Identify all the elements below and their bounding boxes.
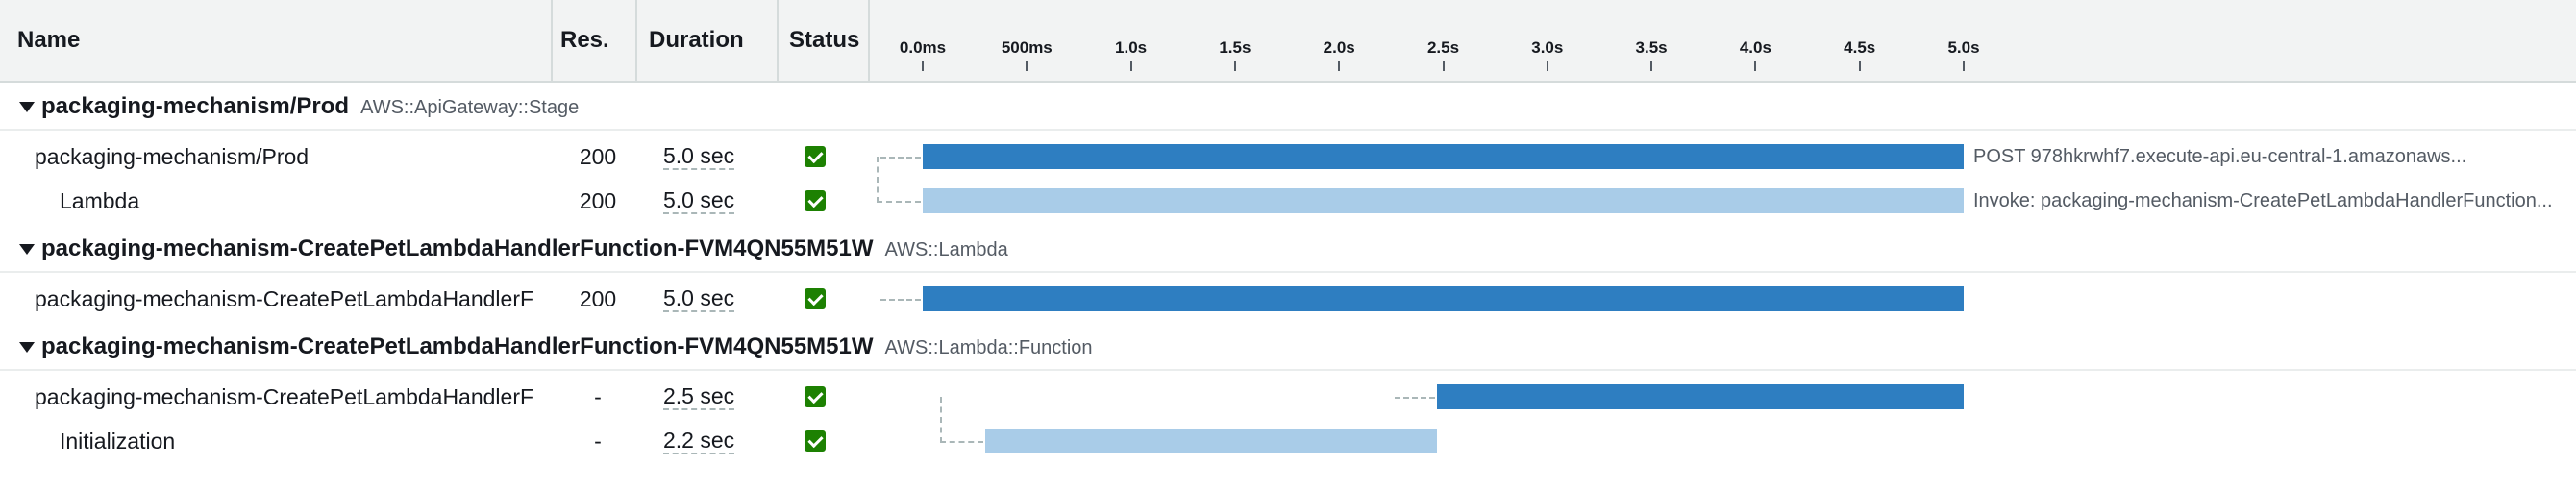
group-resource-type: AWS::Lambda::Function xyxy=(884,337,1093,358)
group-title: packaging-mechanism-CreatePetLambdaHandl… xyxy=(41,235,1008,262)
segment-response-code: 200 xyxy=(579,187,617,213)
timeline-tick-mark xyxy=(1026,61,1028,71)
timeline-tick-label: 4.0s xyxy=(1739,38,1771,57)
segment-row[interactable]: packaging-mechanism-CreatePetLambdaHandl… xyxy=(0,375,2576,419)
timeline-tick-mark xyxy=(1442,61,1445,71)
check-box-icon xyxy=(805,288,826,309)
segment-connector xyxy=(877,157,921,203)
timeline-tick-mark xyxy=(1129,61,1132,71)
column-divider[interactable] xyxy=(868,0,870,81)
segment-bar-label: POST 978hkrwhf7.execute-api.eu-central-1… xyxy=(1973,145,2467,167)
segment-row[interactable]: packaging-mechanism/Prod 200 5.0 sec POST 9… xyxy=(0,135,2576,179)
timeline-tick-label: 3.5s xyxy=(1635,38,1668,57)
group-name: packaging-mechanism-CreatePetLambdaHandl… xyxy=(41,333,874,359)
segment-timeline-bar[interactable] xyxy=(984,429,1437,453)
trace-group-header[interactable]: packaging-mechanism-CreatePetLambdaHandl… xyxy=(0,325,2576,371)
segment-connector xyxy=(1395,397,1435,399)
segment-response-code: 200 xyxy=(579,285,617,311)
column-header-res[interactable]: Res. xyxy=(560,27,609,53)
timeline-tick-label: 1.5s xyxy=(1219,38,1251,57)
segment-name: Initialization xyxy=(60,428,176,453)
timeline-tick-label: 0.0ms xyxy=(899,38,947,57)
timeline-tick-label: 3.0s xyxy=(1531,38,1564,57)
caret-down-icon[interactable] xyxy=(19,243,35,255)
column-header-name[interactable]: Name xyxy=(17,27,81,53)
segment-duration-link[interactable]: 5.0 sec xyxy=(663,187,735,214)
column-divider[interactable] xyxy=(551,0,553,81)
timeline-tick-mark xyxy=(1233,61,1236,71)
timeline-tick-label: 1.0s xyxy=(1115,38,1148,57)
segment-timeline-bar[interactable] xyxy=(923,144,1964,169)
segment-duration-link[interactable]: 5.0 sec xyxy=(663,285,735,312)
timeline-tick-mark xyxy=(1338,61,1341,71)
caret-down-icon[interactable] xyxy=(19,101,35,112)
timeline-tick-label: 2.0s xyxy=(1323,38,1355,57)
segment-name: packaging-mechanism-CreatePetLambdaHandl… xyxy=(35,285,534,311)
group-name: packaging-mechanism/Prod xyxy=(41,93,350,119)
segment-duration-link[interactable]: 2.5 sec xyxy=(663,383,735,410)
segment-name: packaging-mechanism-CreatePetLambdaHandl… xyxy=(35,383,534,409)
timeline-tick-label: 2.5s xyxy=(1426,38,1460,57)
segment-response-code: 200 xyxy=(579,143,617,169)
segment-response-code: - xyxy=(594,383,602,409)
timeline-tick-mark xyxy=(922,61,924,71)
segment-row[interactable]: Lambda 200 5.0 sec Invoke: packaging-mechan… xyxy=(0,157,2576,223)
segment-duration-link[interactable]: 2.2 sec xyxy=(663,428,735,454)
column-divider[interactable] xyxy=(635,0,637,81)
group-resource-type: AWS::ApiGateway::Stage xyxy=(360,97,580,118)
segment-connector xyxy=(880,157,921,159)
segment-timeline-bar[interactable] xyxy=(923,286,1964,311)
group-name: packaging-mechanism-CreatePetLambdaHandl… xyxy=(41,235,874,261)
segment-duration-link[interactable]: 5.0 sec xyxy=(663,143,735,170)
trace-group-header[interactable]: packaging-mechanism-CreatePetLambdaHandl… xyxy=(0,227,2576,273)
segment-timeline-bar[interactable] xyxy=(1437,384,1964,409)
check-box-icon xyxy=(805,190,826,211)
segment-name: packaging-mechanism/Prod xyxy=(35,143,310,169)
column-header-duration[interactable]: Duration xyxy=(649,27,744,53)
check-box-icon xyxy=(805,386,826,407)
timeline-tick-label: 4.5s xyxy=(1844,38,1876,57)
column-divider[interactable] xyxy=(777,0,779,81)
segment-timeline-bar[interactable] xyxy=(923,188,1964,213)
trace-table-header: Name Res. Duration Status 0.0ms 500ms 1.0s… xyxy=(0,0,2576,83)
timeline-tick-mark xyxy=(1858,61,1861,71)
segment-row[interactable]: Initialization - 2.2 sec xyxy=(0,397,2576,463)
timeline-tick-mark xyxy=(1963,61,1965,71)
segment-row[interactable]: packaging-mechanism-CreatePetLambdaHandl… xyxy=(0,277,2576,321)
column-header-status[interactable]: Status xyxy=(789,27,860,53)
check-box-icon xyxy=(805,146,826,167)
timeline-tick-mark xyxy=(1650,61,1653,71)
group-title: packaging-mechanism/Prod AWS::ApiGateway:… xyxy=(41,93,579,120)
group-resource-type: AWS::Lambda xyxy=(884,239,1008,260)
segment-connector xyxy=(940,397,983,443)
timeline-tick-label: 500ms xyxy=(1001,38,1053,57)
timeline-tick-mark xyxy=(1546,61,1548,71)
group-title: packaging-mechanism-CreatePetLambdaHandl… xyxy=(41,333,1093,360)
segment-connector xyxy=(880,299,921,301)
caret-down-icon[interactable] xyxy=(19,341,35,353)
segment-bar-label: Invoke: packaging-mechanism-CreatePetLam… xyxy=(1973,189,2553,211)
timeline-tick-label: 5.0s xyxy=(1947,38,1980,57)
timeline-tick-mark xyxy=(1754,61,1757,71)
segment-response-code: - xyxy=(594,428,602,453)
trace-group-header[interactable]: packaging-mechanism/Prod AWS::ApiGateway:… xyxy=(0,85,2576,131)
segment-name: Lambda xyxy=(60,187,140,213)
check-box-icon xyxy=(805,430,826,452)
